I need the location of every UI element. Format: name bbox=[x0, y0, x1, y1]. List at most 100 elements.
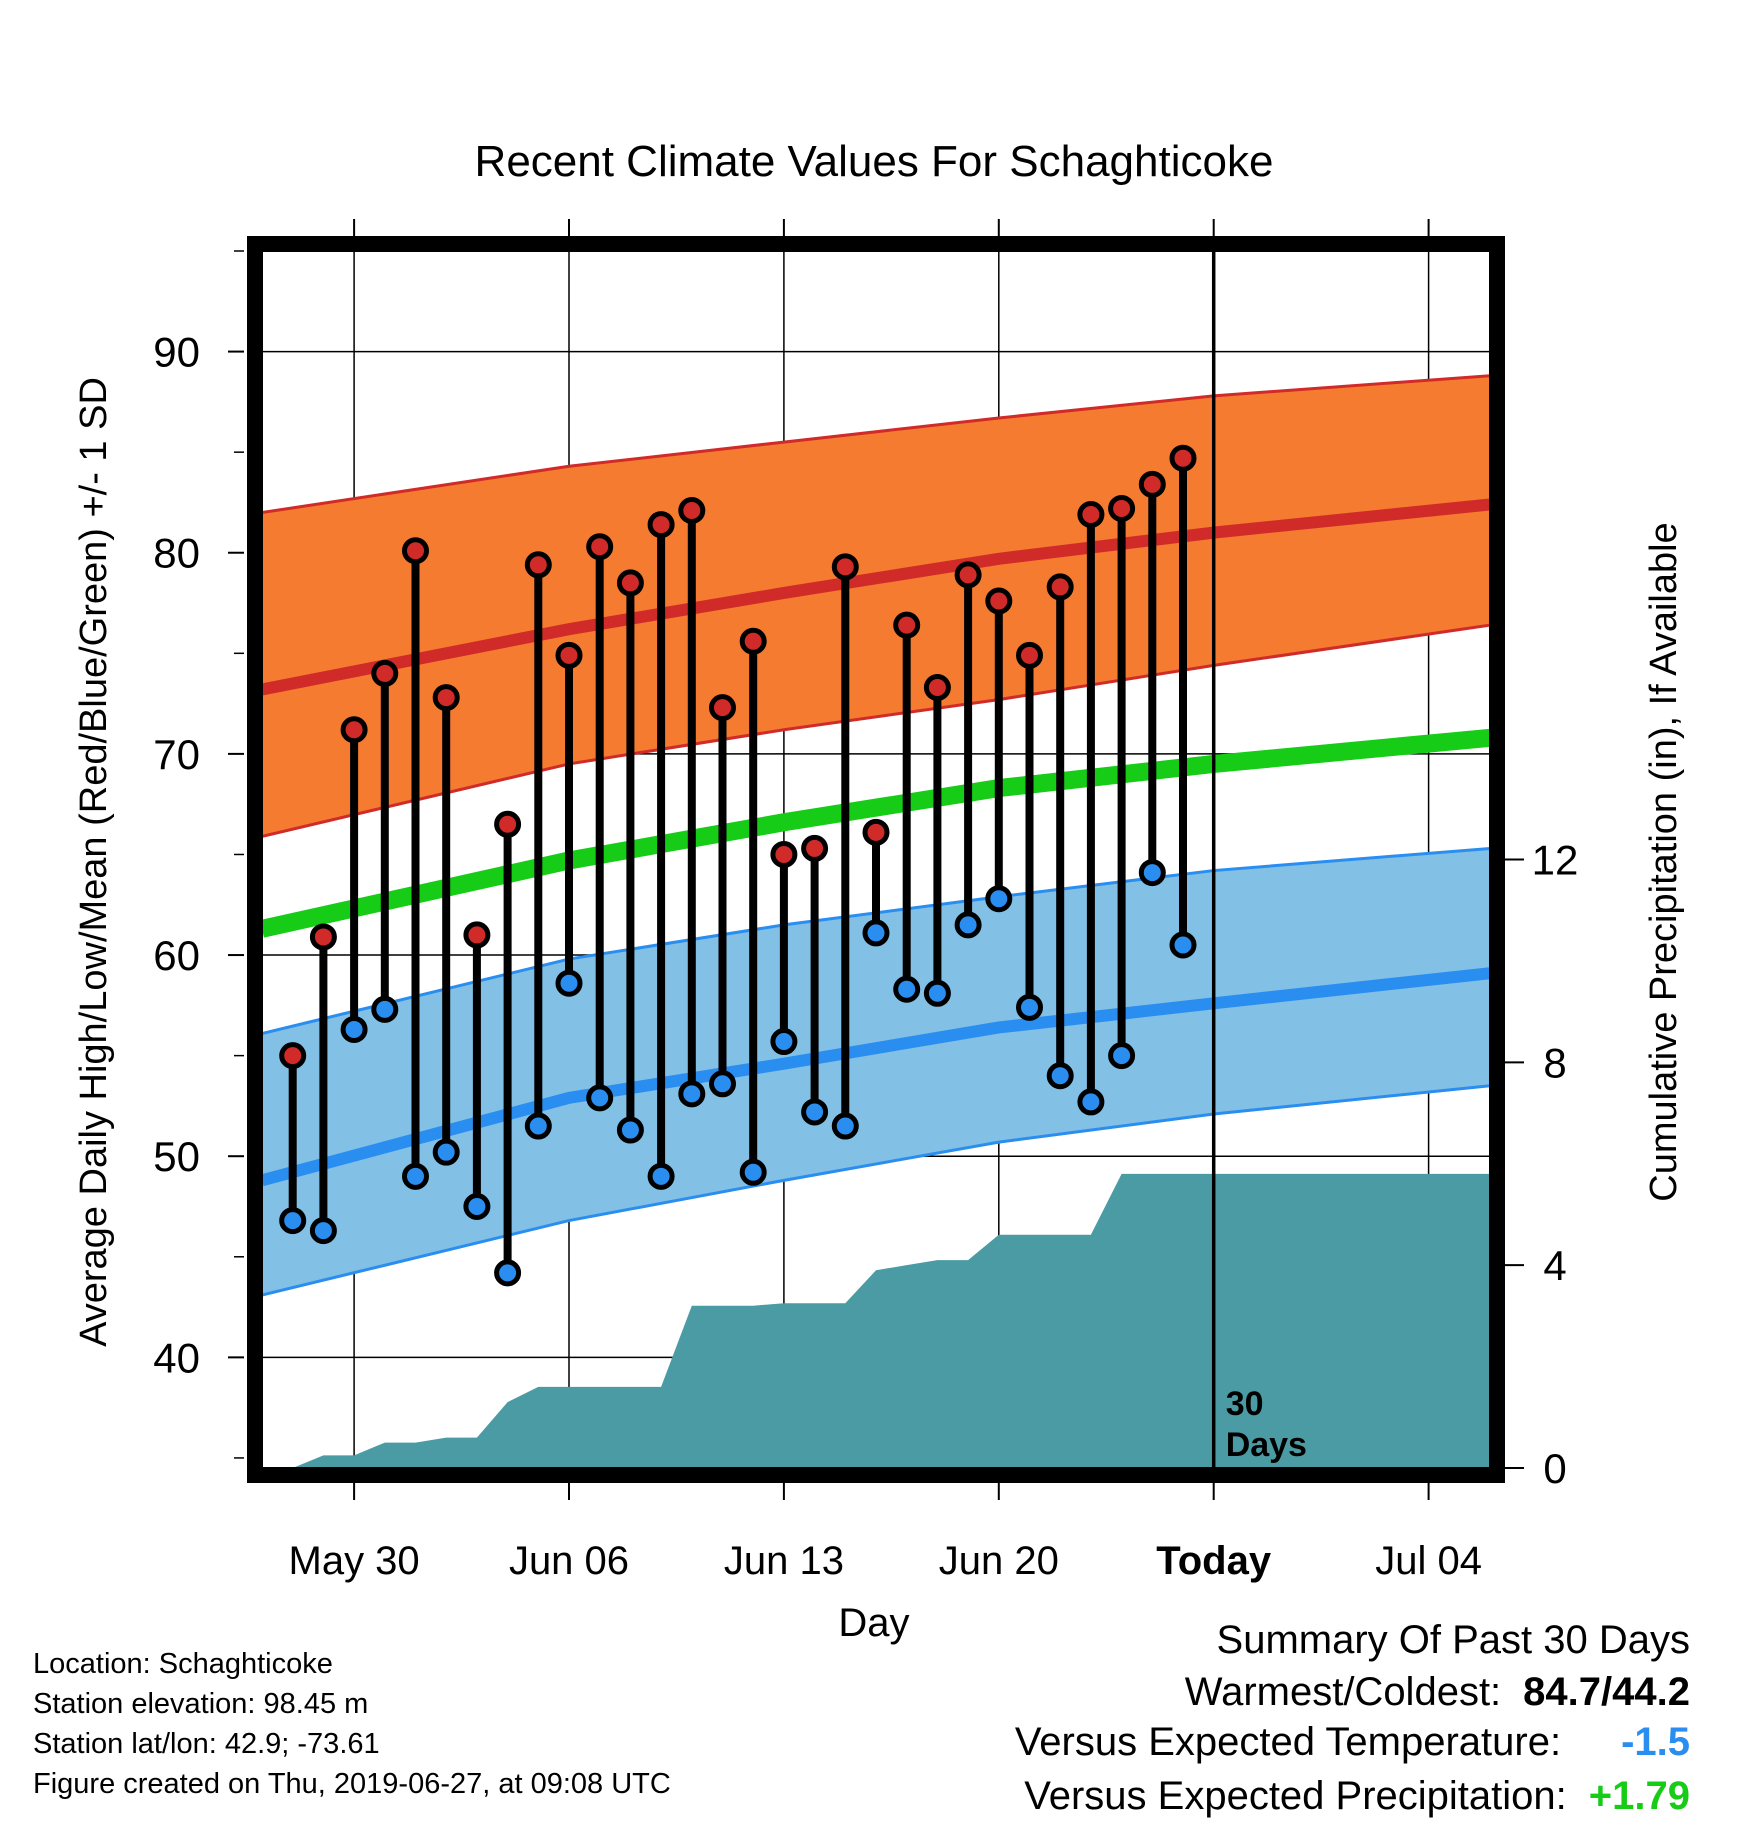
daily-low-point bbox=[985, 885, 1013, 913]
daily-low-point bbox=[954, 911, 982, 939]
daily-high-point bbox=[923, 674, 951, 702]
station-elevation: Station elevation: 98.45 m bbox=[33, 1688, 369, 1720]
temp-label: Versus Expected Temperature: bbox=[1014, 1720, 1562, 1764]
daily-low-point bbox=[1108, 1042, 1136, 1070]
warm-cold-value: 84.7/44.2 bbox=[1523, 1670, 1690, 1714]
daily-low-point bbox=[647, 1162, 675, 1190]
y2-tick-label: 8 bbox=[1543, 1039, 1566, 1086]
daily-low-point bbox=[279, 1207, 307, 1235]
daily-high-point bbox=[739, 627, 767, 655]
normal-high-line bbox=[262, 498, 1490, 696]
daily-low-point bbox=[340, 1015, 368, 1043]
normal-low-line bbox=[262, 967, 1490, 1187]
y-tick-label: 60 bbox=[153, 932, 200, 979]
y-tick-label: 40 bbox=[153, 1334, 200, 1381]
daily-low-point bbox=[1138, 859, 1166, 887]
daily-high-point bbox=[801, 834, 829, 862]
x-tick-label: Jul 04 bbox=[1375, 1539, 1482, 1583]
figure-created: Figure created on Thu, 2019-06-27, at 09… bbox=[33, 1768, 671, 1800]
daily-high-point bbox=[985, 587, 1013, 615]
daily-low-point bbox=[1169, 931, 1197, 959]
x-axis-label: Day bbox=[838, 1601, 909, 1645]
y2-tick-label: 4 bbox=[1543, 1242, 1566, 1289]
summary-heading: Summary Of Past 30 Days bbox=[1216, 1618, 1690, 1662]
daily-low-point bbox=[616, 1116, 644, 1144]
today-days-label: Days bbox=[1226, 1426, 1307, 1464]
daily-low-point bbox=[923, 979, 951, 1007]
daily-low-point bbox=[555, 969, 583, 997]
y2-axis-label: Cumulative Precipitation (in), If Availa… bbox=[1643, 522, 1685, 1201]
daily-low-point bbox=[1016, 993, 1043, 1021]
daily-high-point bbox=[555, 641, 583, 669]
daily-low-point bbox=[831, 1112, 859, 1140]
y2-tick-label: 0 bbox=[1543, 1445, 1566, 1492]
daily-high-point bbox=[616, 569, 644, 597]
daily-low-point bbox=[709, 1070, 736, 1098]
daily-low-point bbox=[678, 1080, 706, 1108]
daily-low-point bbox=[893, 975, 921, 1003]
x-tick-label: Jun 13 bbox=[724, 1539, 844, 1583]
daily-low-point bbox=[862, 919, 890, 947]
daily-high-point bbox=[831, 553, 859, 581]
warm-cold-label: Warmest/Coldest: bbox=[1184, 1670, 1502, 1714]
x-tick-label: May 30 bbox=[289, 1539, 420, 1583]
precipitation-area-shape bbox=[292, 1173, 1490, 1468]
y-tick-label: 70 bbox=[153, 731, 200, 778]
daily-low-point bbox=[1046, 1062, 1074, 1090]
y-tick-label: 80 bbox=[153, 530, 200, 577]
chart-title: Recent Climate Values For Schaghticoke bbox=[475, 137, 1274, 186]
daily-low-point bbox=[494, 1259, 522, 1287]
x-tick-label: Jun 06 bbox=[509, 1539, 629, 1583]
daily-high-point bbox=[770, 840, 798, 868]
daily-high-point bbox=[432, 684, 460, 712]
daily-high-point bbox=[1108, 494, 1136, 522]
daily-high-point bbox=[340, 716, 368, 744]
y-tick-label: 50 bbox=[153, 1133, 200, 1180]
precip-label: Versus Expected Precipitation: bbox=[1024, 1774, 1567, 1818]
high-upper-line bbox=[262, 374, 1490, 514]
x-tick-label: Today bbox=[1156, 1539, 1272, 1583]
y-axis-label: Average Daily High/Low/Mean (Red/Blue/Gr… bbox=[73, 377, 115, 1347]
station-latlon: Station lat/lon: 42.9; -73.61 bbox=[33, 1728, 380, 1760]
daily-high-point bbox=[463, 921, 491, 949]
precip-value: +1.79 bbox=[1588, 1774, 1690, 1818]
daily-high-point bbox=[647, 511, 675, 539]
y2-tick-label: 12 bbox=[1532, 837, 1579, 884]
axes: 40 50 60 70 80 90 0 4 8 12 May 30 Jun 06 Jun 13 Jun 2… bbox=[153, 219, 1578, 1583]
daily-high-point bbox=[279, 1042, 307, 1070]
low-lower-line bbox=[262, 1084, 1490, 1297]
daily-high-point bbox=[524, 551, 552, 579]
daily-low-point bbox=[463, 1192, 491, 1220]
plot-frame bbox=[247, 236, 1505, 1483]
daily-high-point bbox=[494, 810, 522, 838]
daily-low-point bbox=[371, 995, 399, 1023]
daily-high-point bbox=[586, 533, 614, 561]
daily-low-point bbox=[1077, 1088, 1105, 1116]
temp-value: -1.5 bbox=[1621, 1720, 1690, 1764]
high-lower-line bbox=[262, 623, 1490, 838]
x-tick-label: Jun 20 bbox=[939, 1539, 1059, 1583]
daily-low-point bbox=[402, 1162, 429, 1190]
y-tick-label: 90 bbox=[153, 329, 200, 376]
daily-low-point bbox=[801, 1098, 829, 1126]
daily-high-point bbox=[709, 694, 736, 722]
summary-temp: Versus Expected Temperature: -1.5 bbox=[1015, 1720, 1690, 1765]
daily-high-point bbox=[371, 659, 399, 687]
daily-low-point bbox=[770, 1028, 798, 1056]
daily-high-point bbox=[862, 818, 890, 846]
summary-warm-cold: Warmest/Coldest: 84.7/44.2 bbox=[1185, 1670, 1690, 1715]
daily-high-point bbox=[954, 561, 982, 589]
daily-low-point bbox=[432, 1138, 460, 1166]
daily-high-point bbox=[893, 611, 921, 639]
today-days-count: 30 bbox=[1226, 1385, 1264, 1423]
daily-high-point bbox=[402, 537, 429, 565]
daily-high-point bbox=[1046, 573, 1074, 601]
daily-low-point bbox=[739, 1158, 767, 1186]
daily-low-point bbox=[309, 1217, 337, 1245]
summary-precip: Versus Expected Precipitation: +1.79 bbox=[1024, 1774, 1690, 1819]
normal-mean-line bbox=[262, 728, 1490, 938]
daily-high-point bbox=[1169, 444, 1197, 472]
daily-low-point bbox=[586, 1084, 614, 1112]
